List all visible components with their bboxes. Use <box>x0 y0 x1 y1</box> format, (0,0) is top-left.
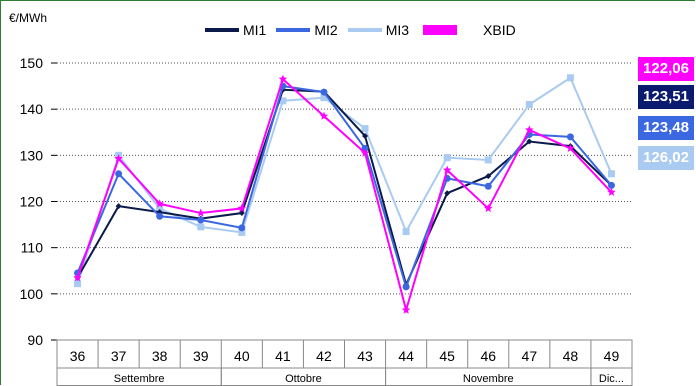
data-point-xbid <box>114 154 123 163</box>
month-label: Dic... <box>599 373 624 385</box>
legend-label-mi2: MI2 <box>314 22 338 38</box>
x-tick-label: 43 <box>357 348 373 364</box>
data-point-xbid <box>484 203 493 213</box>
legend-item-mi2: MI2 <box>276 22 338 38</box>
legend-item-xbid: XBID <box>419 22 516 38</box>
data-point-mi3 <box>361 125 369 133</box>
y-tick-label: 150 <box>20 55 44 71</box>
data-point-xbid <box>401 305 411 314</box>
x-tick-label: 49 <box>604 348 620 364</box>
data-point-xbid <box>442 165 452 174</box>
data-point-xbid <box>525 125 534 134</box>
badge-mi2-last: 123,48 <box>638 116 694 140</box>
x-tick-label: 40 <box>234 348 250 364</box>
series-line-mi2 <box>76 84 613 291</box>
data-point-mi1 <box>362 132 369 139</box>
data-point-mi3 <box>320 94 328 102</box>
data-point-mi2 <box>566 133 574 141</box>
data-point-mi1 <box>238 210 245 217</box>
y-tick-label: 130 <box>20 147 44 163</box>
badge-mi1-last: 123,51 <box>638 85 694 109</box>
data-point-mi2 <box>197 216 205 224</box>
y-tick-label: 110 <box>21 240 44 256</box>
y-tick-label: 100 <box>20 286 44 302</box>
x-tick-label: 41 <box>275 348 291 364</box>
data-point-mi3 <box>566 74 574 82</box>
legend-label-mi1: MI1 <box>243 22 267 38</box>
data-point-xbid <box>73 273 82 282</box>
x-tick-label: 36 <box>70 348 86 364</box>
data-point-mi3 <box>279 97 287 105</box>
data-point-mi1 <box>444 190 451 197</box>
y-tick-label: 90 <box>27 332 43 348</box>
data-point-xbid <box>155 199 164 208</box>
data-point-xbid <box>607 187 616 196</box>
data-point-xbid <box>196 208 205 217</box>
x-tick-label: 38 <box>152 348 168 364</box>
badge-mi3-last: 126,02 <box>638 146 694 170</box>
x-tick-label: 42 <box>316 348 332 364</box>
x-tick-label: 46 <box>480 348 496 364</box>
series-line-mi1 <box>76 88 613 288</box>
data-point-mi1 <box>526 138 533 145</box>
data-point-mi2 <box>402 283 410 291</box>
chart-legend: MI1 MI2 MI3 XBID <box>205 22 526 38</box>
data-point-mi3 <box>484 156 492 164</box>
data-point-mi1 <box>485 173 492 180</box>
series-line-xbid <box>76 77 613 314</box>
data-point-mi2 <box>115 170 123 178</box>
month-label: Ottobre <box>285 373 322 385</box>
data-point-mi3 <box>525 101 533 109</box>
data-point-mi3 <box>443 154 451 162</box>
x-tick-label: 47 <box>522 348 538 364</box>
legend-swatch-xbid <box>423 25 458 35</box>
legend-label-mi3: MI3 <box>385 22 410 38</box>
legend-swatch-mi1 <box>205 28 239 32</box>
data-point-mi3 <box>238 228 246 236</box>
data-point-mi3 <box>156 204 164 212</box>
data-point-mi2 <box>484 182 492 190</box>
month-label: Novembre <box>463 373 514 385</box>
data-point-mi2 <box>156 212 164 220</box>
y-axis-unit: €/MWh <box>9 11 48 25</box>
badge-xbid-last: 122,06 <box>638 57 694 81</box>
x-tick-label: 45 <box>439 348 455 364</box>
data-point-mi2 <box>320 88 328 96</box>
legend-label-xbid: XBID <box>483 22 516 38</box>
data-point-xbid <box>319 111 329 120</box>
legend-item-mi3: MI3 <box>347 22 410 38</box>
data-point-xbid <box>278 74 288 83</box>
data-point-mi1 <box>115 203 122 210</box>
data-point-xbid <box>566 143 575 152</box>
legend-item-mi1: MI1 <box>205 22 266 38</box>
x-tick-label: 48 <box>563 348 579 364</box>
data-point-mi2 <box>607 181 615 189</box>
data-point-xbid <box>237 203 247 213</box>
month-label: Settembre <box>114 373 165 385</box>
data-point-mi3 <box>74 280 82 288</box>
data-point-mi2 <box>238 224 246 232</box>
data-point-mi3 <box>197 223 205 231</box>
x-tick-label: 44 <box>398 348 414 364</box>
data-point-mi3 <box>402 228 410 236</box>
y-tick-label: 140 <box>20 101 44 117</box>
y-tick-label: 120 <box>20 194 44 210</box>
series-line-mi3 <box>76 76 613 284</box>
legend-swatch-mi2 <box>276 28 311 32</box>
data-point-xbid <box>360 148 370 157</box>
data-point-mi3 <box>607 170 615 178</box>
x-tick-label: 37 <box>111 348 127 364</box>
x-tick-label: 39 <box>193 348 209 364</box>
legend-swatch-mi3 <box>347 28 382 32</box>
